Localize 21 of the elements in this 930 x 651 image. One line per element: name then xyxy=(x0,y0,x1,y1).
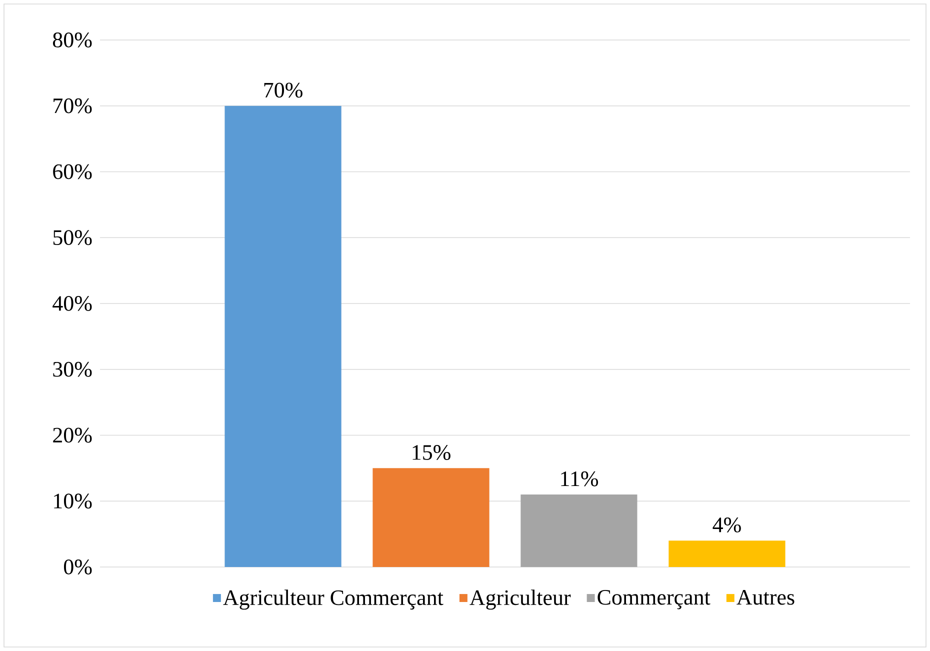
data-label: 11% xyxy=(561,471,598,486)
legend-label: Autres xyxy=(736,590,794,605)
legend-label: Commerçant xyxy=(598,590,710,610)
y-tick-label: 0% xyxy=(64,560,92,574)
bar xyxy=(668,540,786,567)
y-tick-label: 20% xyxy=(53,428,92,443)
y-tick-label: 50% xyxy=(53,230,92,246)
y-tick-label: 60% xyxy=(53,164,92,180)
y-tick-label: 30% xyxy=(53,362,92,377)
data-label: 15% xyxy=(412,445,450,460)
bar xyxy=(520,494,638,567)
legend-label: Agriculteur xyxy=(470,590,571,610)
legend-label: Agriculteur Commerçant xyxy=(223,590,444,610)
y-tick-label: 10% xyxy=(54,494,92,509)
bar xyxy=(224,106,342,567)
bar xyxy=(372,468,490,567)
y-tick-label: 70% xyxy=(54,98,92,114)
y-tick-label: 80% xyxy=(52,32,92,48)
data-label: 4% xyxy=(712,518,741,532)
y-tick-label: 40% xyxy=(52,296,92,311)
data-label: 70% xyxy=(264,82,302,98)
